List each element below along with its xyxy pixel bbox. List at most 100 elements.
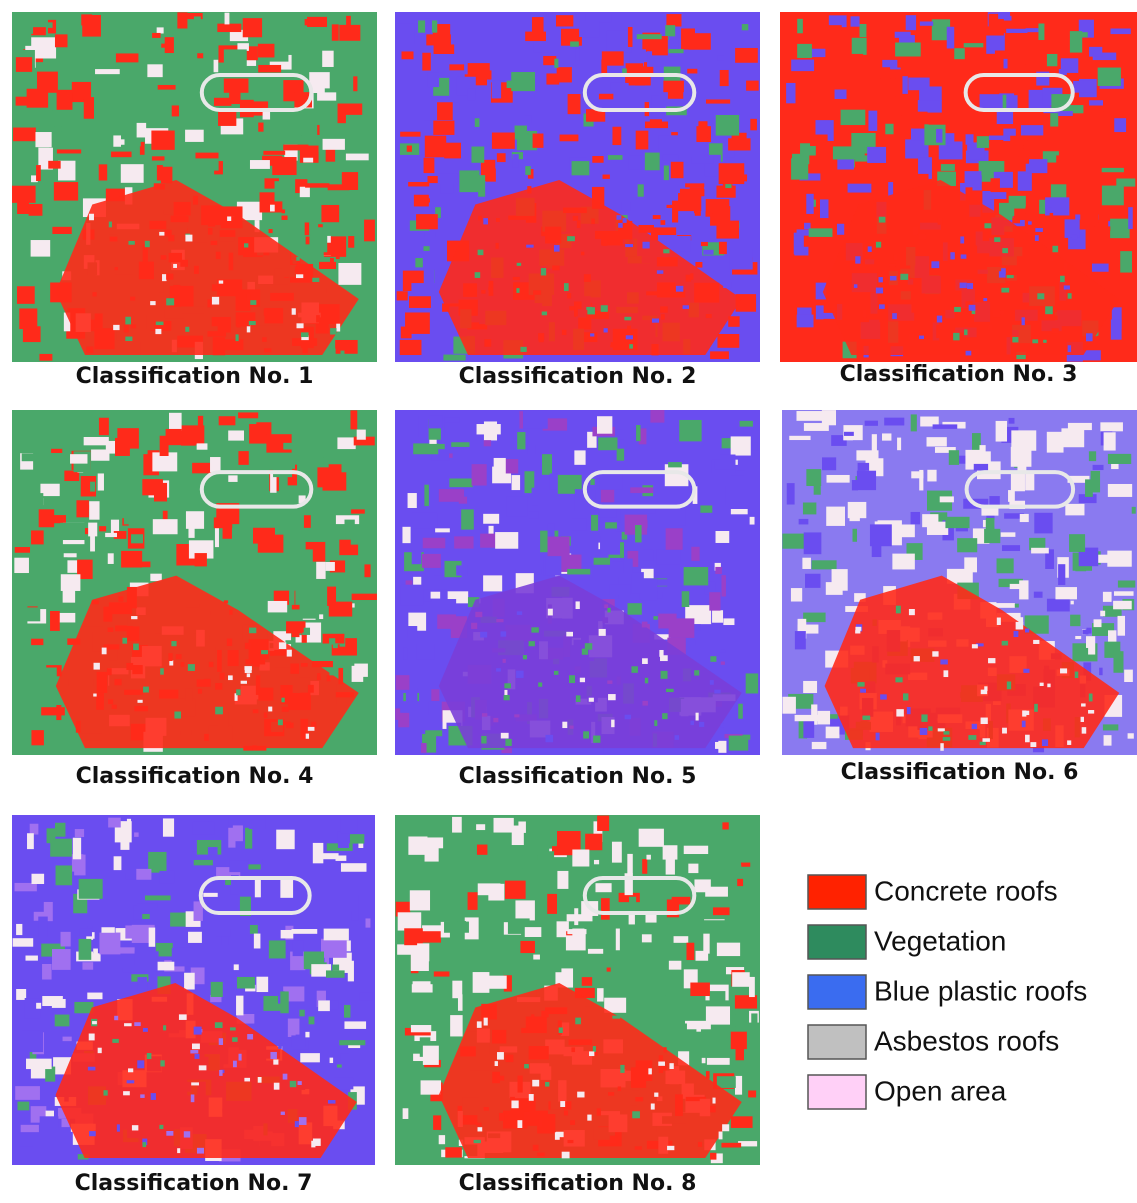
map-patch [450, 1015, 462, 1036]
map-patch [79, 879, 103, 899]
map-patch [603, 175, 610, 179]
map-speck [301, 663, 308, 667]
map-speck [309, 1017, 315, 1025]
map-patch [352, 666, 364, 682]
map-patch [546, 556, 562, 576]
map-speck [560, 1101, 565, 1107]
map-patch [657, 1010, 668, 1021]
map-patch [351, 509, 365, 513]
map-patch [255, 878, 261, 897]
map-patch [659, 135, 680, 150]
map-patch [568, 94, 581, 114]
map-patch [1092, 264, 1109, 272]
map-patch [18, 607, 40, 621]
classification-map [395, 12, 760, 362]
caption: Classification No. 3 [840, 362, 1078, 387]
map-patch [95, 69, 120, 74]
map-patch [169, 413, 182, 431]
map-patch [423, 538, 446, 549]
map-speck [552, 266, 560, 271]
map-patch [612, 127, 621, 145]
map-speck [573, 216, 578, 221]
map-speck [330, 258, 334, 264]
map-speck [1001, 288, 1009, 293]
map-patch [434, 576, 447, 590]
map-patch [258, 65, 281, 72]
map-speck [278, 1045, 282, 1049]
map-speck [909, 334, 915, 341]
map-speck [1097, 336, 1102, 344]
caption: Classification No. 8 [459, 1171, 697, 1196]
map-speck [289, 1029, 296, 1035]
map-speck [510, 1097, 515, 1100]
map-patch [646, 855, 650, 860]
map-speck [966, 351, 972, 356]
map-speck [701, 242, 708, 246]
map-speck [261, 650, 268, 654]
map-patch [488, 884, 504, 901]
map-speck [478, 1127, 483, 1131]
map-speck [541, 268, 546, 275]
map-speck [89, 1131, 96, 1136]
map-patch [211, 982, 223, 997]
map-speck [1030, 742, 1036, 747]
map-patch [728, 316, 739, 327]
map-patch [610, 585, 631, 596]
map-patch [152, 33, 161, 38]
map-patch [428, 444, 445, 449]
map-speck [290, 1081, 296, 1087]
map-patch [27, 833, 34, 849]
map-patch [575, 48, 579, 62]
map-patch [448, 591, 469, 599]
map-patch [998, 12, 1010, 19]
map-speck [292, 605, 300, 610]
map-patch [93, 949, 98, 961]
map-patch [705, 887, 728, 897]
map-speck [1037, 293, 1044, 299]
map-patch [289, 586, 294, 606]
map-patch [247, 160, 270, 169]
map-patch [31, 530, 44, 544]
map-speck [1015, 604, 1019, 608]
map-speck [184, 1131, 190, 1137]
map-patch [617, 449, 625, 461]
map-speck [961, 254, 967, 258]
map-speck [93, 694, 96, 697]
map-patch [40, 1116, 59, 1128]
map-patch [475, 118, 480, 127]
map-patch [528, 444, 536, 454]
map-speck [857, 682, 864, 687]
map-patch [1069, 534, 1085, 552]
map-patch [456, 565, 467, 575]
map-patch [822, 410, 836, 425]
map-speck [618, 223, 622, 228]
map-patch [396, 965, 409, 981]
map-patch [61, 574, 81, 591]
map-speck [669, 1063, 673, 1069]
map-speck [160, 1060, 164, 1066]
map-patch [986, 518, 995, 532]
map-patch [1104, 735, 1112, 745]
map-speck [281, 698, 284, 703]
map-speck [215, 1022, 223, 1028]
map-patch [88, 523, 97, 537]
map-patch [166, 429, 182, 445]
map-patch [99, 526, 106, 531]
map-speck [161, 255, 167, 259]
map-speck [642, 658, 648, 664]
map-speck [938, 728, 945, 731]
map-speck [538, 682, 542, 686]
map-speck [523, 655, 527, 659]
map-patch [80, 929, 92, 937]
map-speck [1002, 248, 1008, 253]
map-patch [533, 134, 544, 148]
map-patch [523, 411, 548, 429]
map-speck [890, 276, 896, 281]
map-patch [884, 418, 904, 426]
map-patch [254, 934, 261, 949]
map-speck [98, 1048, 102, 1053]
map-speck [296, 257, 299, 261]
map-patch [209, 128, 222, 148]
map-speck [133, 644, 139, 651]
map-speck [517, 1120, 522, 1128]
